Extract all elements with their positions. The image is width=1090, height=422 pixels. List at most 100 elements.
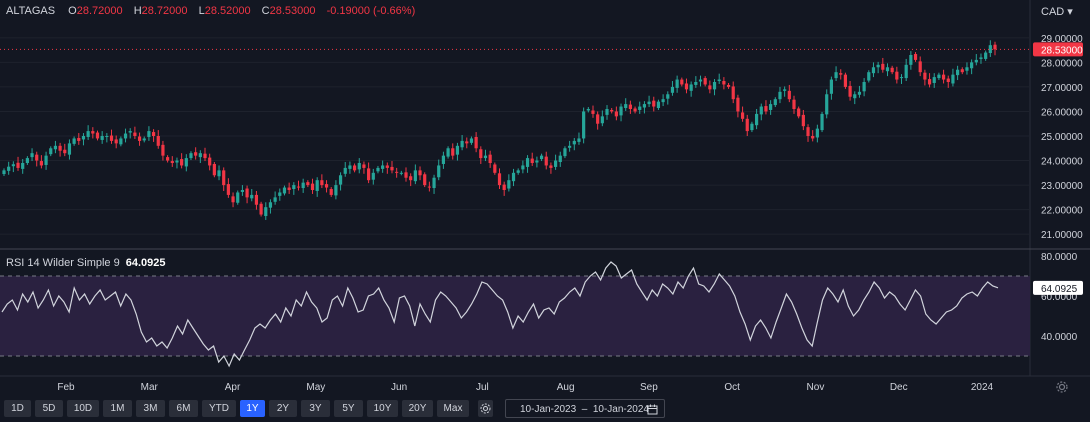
price-tick-label: 29.00000 — [1041, 34, 1083, 45]
rsi-tick-label: 40.0000 — [1041, 332, 1078, 343]
range-button-5y[interactable]: 5Y — [334, 400, 363, 417]
candle-body — [792, 99, 796, 109]
close-value: 28.53000 — [269, 5, 316, 17]
range-button-10y[interactable]: 10Y — [367, 400, 398, 417]
low-value: 28.52000 — [204, 5, 251, 17]
candle-body — [558, 155, 562, 163]
range-button-3y[interactable]: 3Y — [301, 400, 330, 417]
candle-body — [857, 91, 862, 95]
time-tick-label: Jul — [476, 382, 489, 393]
candle-body — [348, 165, 352, 169]
candle-body — [91, 131, 95, 134]
candle-body — [890, 67, 894, 73]
candle-body — [750, 123, 754, 131]
candle-body — [577, 138, 581, 142]
rsi-last-label: 64.0925 — [1041, 284, 1078, 295]
candle-body — [689, 84, 693, 91]
candle-body — [993, 44, 997, 50]
candle-body — [465, 141, 469, 144]
candle-body — [544, 156, 548, 166]
candle-body — [745, 118, 749, 132]
range-button-20y[interactable]: 20Y — [402, 400, 433, 417]
candle-body — [539, 155, 544, 160]
candle-body — [385, 165, 389, 168]
range-button-ytd[interactable]: YTD — [202, 400, 236, 417]
candle-body — [946, 78, 950, 82]
price-chart[interactable]: 29.00000 28.00000 27.00000 26.00000 25.00000… — [0, 0, 1090, 398]
candle-body — [432, 177, 436, 189]
change-value: -0.19000 (-0.66%) — [326, 5, 416, 17]
candle-body — [128, 131, 132, 133]
candle-body — [170, 161, 174, 163]
candle-body — [194, 152, 198, 156]
candle-body — [180, 159, 184, 166]
candle-body — [638, 106, 642, 110]
candle-body — [610, 109, 614, 112]
close-label: C — [261, 5, 270, 17]
range-button-5d[interactable]: 5D — [35, 400, 63, 417]
candle-body — [839, 73, 843, 75]
candle-body — [226, 184, 230, 195]
currency-label: CAD — [1041, 6, 1065, 18]
candle-body — [895, 71, 899, 80]
chart-settings-gear-icon[interactable] — [1055, 380, 1069, 399]
candle-body — [881, 63, 885, 70]
range-button-10d[interactable]: 10D — [67, 400, 99, 417]
candle-body — [909, 55, 913, 65]
range-button-1y[interactable]: 1Y — [240, 400, 265, 417]
candle-body — [572, 140, 576, 145]
candle-body — [334, 185, 338, 196]
candle-body — [666, 94, 670, 99]
range-button-2y[interactable]: 2Y — [269, 400, 297, 417]
candle-body — [240, 190, 245, 192]
candle-body — [109, 135, 114, 141]
candle-body — [44, 155, 48, 165]
candle-body — [516, 170, 520, 173]
candle-body — [731, 86, 735, 100]
candle-body — [446, 148, 450, 157]
last-price-tag — [1033, 42, 1083, 57]
currency-selector[interactable]: CAD ▾ — [1041, 5, 1073, 18]
candle-body — [825, 94, 829, 115]
last-price-label: 28.53000 — [1041, 45, 1083, 56]
price-tick-label: 25.00000 — [1041, 132, 1083, 143]
candle-body — [367, 168, 371, 181]
time-tick-label: Jun — [391, 382, 407, 393]
candle-body — [231, 196, 235, 203]
candle-body — [974, 59, 978, 63]
candle-body — [320, 180, 324, 186]
candle-body — [329, 189, 333, 195]
time-tick-label: May — [306, 382, 325, 393]
candle-body — [395, 171, 399, 173]
candle-body — [960, 69, 964, 73]
price-axis: 29.00000 28.00000 27.00000 26.00000 25.00000… — [0, 34, 1083, 241]
candle-body — [58, 145, 62, 151]
candle-body — [156, 136, 160, 146]
price-tick-label: 27.00000 — [1041, 83, 1083, 94]
date-range-text: 10-Jan-2023 – 10-Jan-2024 — [520, 404, 649, 415]
candle-body — [834, 72, 838, 79]
candle-body — [853, 94, 857, 99]
candle-body — [259, 203, 263, 215]
candle-body — [605, 109, 609, 115]
range-button-max[interactable]: Max — [437, 400, 469, 417]
range-button-1m[interactable]: 1M — [103, 400, 132, 417]
range-button-3m[interactable]: 3M — [136, 400, 165, 417]
candle-body — [941, 74, 946, 80]
candle-body — [301, 182, 305, 189]
symbol-name: ALTAGAS — [6, 5, 56, 17]
candle-body — [927, 79, 932, 85]
candle-body — [764, 106, 768, 112]
calendar-icon — [647, 403, 658, 422]
candle-body — [147, 131, 151, 137]
range-button-6m[interactable]: 6M — [169, 400, 198, 417]
candle-body — [371, 172, 375, 180]
range-settings-gear-icon[interactable] — [478, 400, 493, 417]
time-tick-label: Mar — [141, 382, 159, 393]
candle-body — [86, 131, 90, 137]
date-range-picker[interactable]: 10-Jan-2023 – 10-Jan-2024 — [505, 399, 665, 418]
range-button-1d[interactable]: 1D — [4, 400, 31, 417]
high-label: H — [133, 5, 142, 17]
candle-body — [21, 163, 25, 169]
candle-body — [507, 180, 511, 189]
